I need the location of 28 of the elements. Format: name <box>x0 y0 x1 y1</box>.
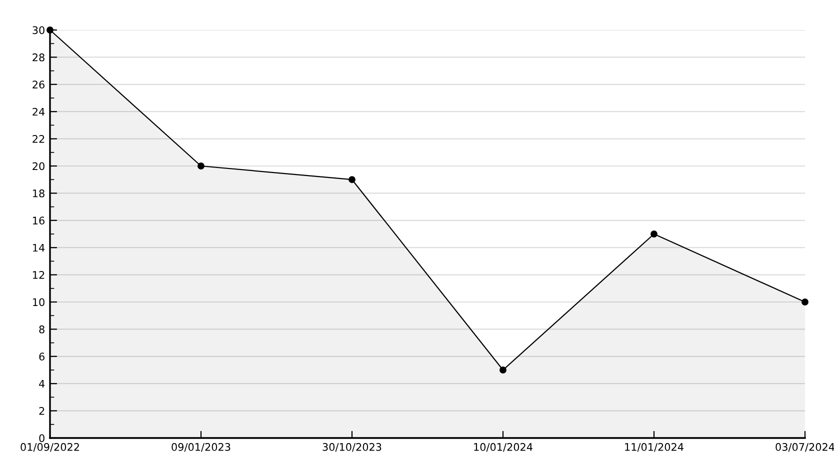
x-tick-label: 11/01/2024 <box>625 443 684 452</box>
x-tick-label: 10/01/2024 <box>474 443 532 452</box>
y-tick-label: 24 <box>32 108 45 116</box>
y-tick-label: 4 <box>39 380 45 388</box>
y-tick-label: 0 <box>39 434 44 442</box>
y-tick-label: 22 <box>32 135 44 143</box>
y-tick-label: 12 <box>33 271 44 279</box>
x-tick-label: 30/10/2023 <box>322 443 382 452</box>
point <box>802 298 808 306</box>
x-tick-label: 03/07/2024 <box>776 443 834 452</box>
point <box>198 162 204 170</box>
x-tick-label: 09/01/2023 <box>172 443 230 452</box>
x-tick-label: 01/09/2022 <box>20 443 79 452</box>
y-tick-label: 30 <box>32 26 44 34</box>
y-tick-label: 2 <box>39 407 44 415</box>
y-tick-label: 28 <box>32 53 44 62</box>
y-tick-label: 8 <box>39 325 44 334</box>
point <box>348 176 356 184</box>
y-tick-label: 16 <box>33 216 44 225</box>
y-tick-label: 14 <box>33 244 45 252</box>
point <box>46 26 54 34</box>
y-tick-label: 18 <box>33 189 44 198</box>
point <box>500 366 506 374</box>
y-tick-label: 6 <box>39 352 44 361</box>
y-tick-label: 26 <box>32 80 44 89</box>
y-tick-label: 20 <box>32 162 44 170</box>
point <box>650 230 658 238</box>
y-tick-label: 10 <box>33 298 44 306</box>
